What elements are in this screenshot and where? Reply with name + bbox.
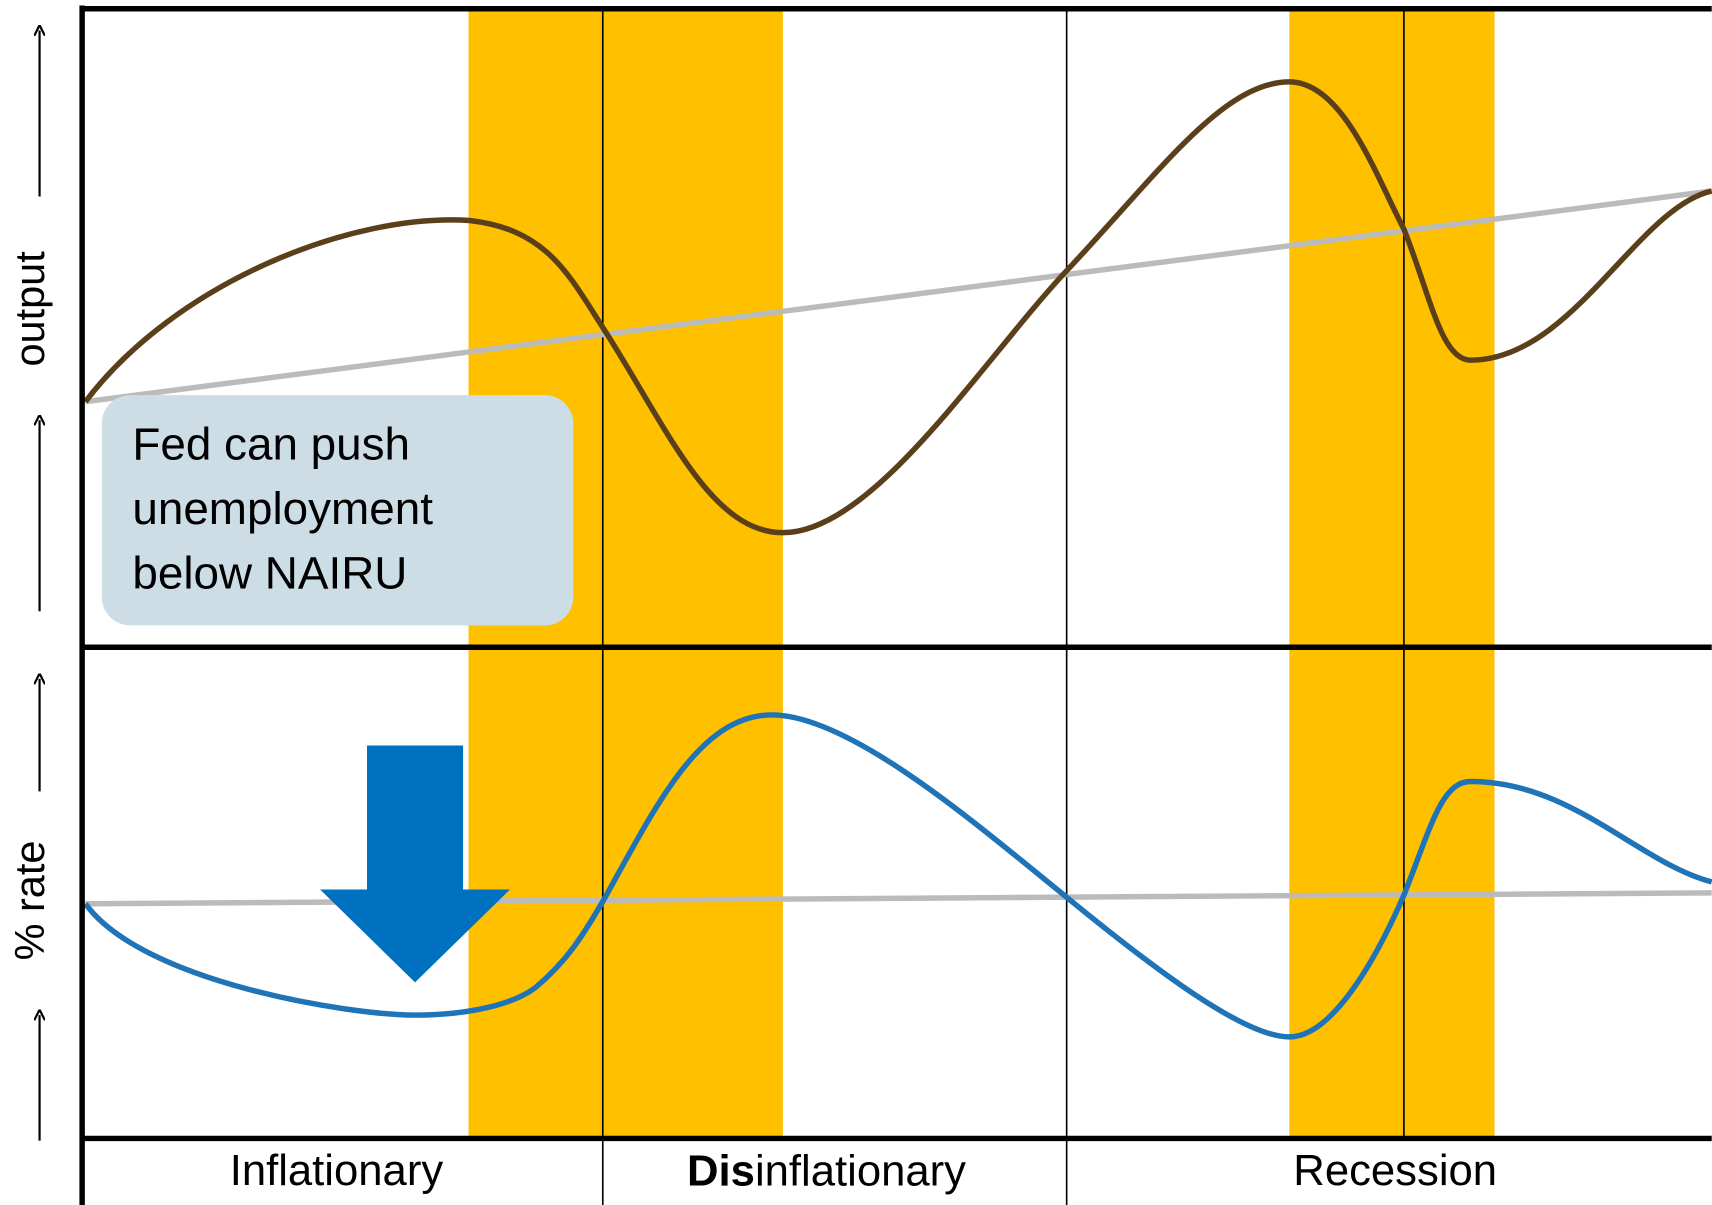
annotation-box <box>101 395 574 626</box>
frame <box>79 5 1712 1205</box>
y-label: output <box>6 251 53 367</box>
annotation-line: unemployment <box>132 483 433 534</box>
annotation-line: Fed can push <box>132 419 410 470</box>
down-arrow <box>320 745 510 983</box>
phase-label: Disinflationary <box>687 1146 966 1195</box>
dividers <box>601 8 1405 1205</box>
annotation-line: below NAIRU <box>132 547 407 598</box>
y-label: % rate <box>6 841 53 961</box>
trend-line <box>85 188 1712 405</box>
rate-curve <box>83 712 1712 1040</box>
phase-label: Inflationary <box>230 1146 444 1195</box>
phase-label: Recession <box>1293 1146 1497 1195</box>
band <box>1289 8 1495 1139</box>
output-curve <box>83 79 1712 536</box>
phase-label-bold: Dis <box>687 1146 755 1195</box>
phase-label-rest: inflationary <box>755 1146 966 1195</box>
